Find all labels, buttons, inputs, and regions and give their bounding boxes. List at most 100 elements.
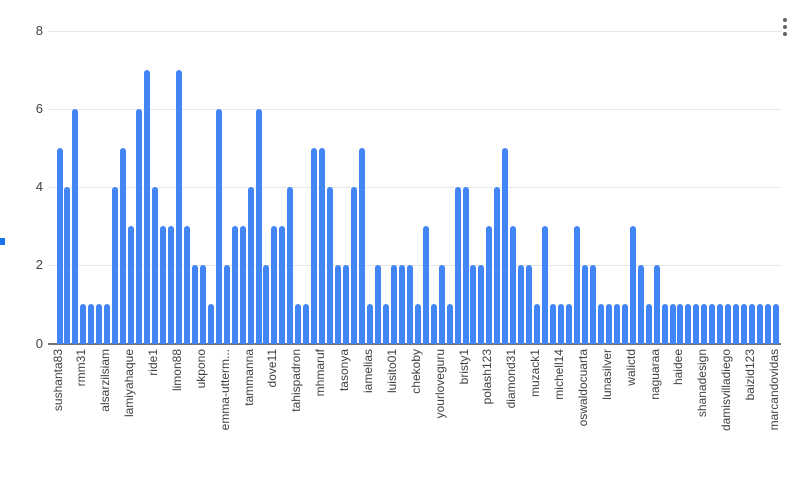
bar[interactable]: [351, 187, 358, 344]
bar[interactable]: [96, 304, 103, 344]
bar[interactable]: [669, 304, 676, 344]
bar[interactable]: [510, 226, 517, 344]
bar[interactable]: [486, 226, 493, 344]
bar[interactable]: [518, 265, 525, 344]
bar[interactable]: [120, 147, 127, 344]
bar[interactable]: [693, 304, 700, 344]
bar[interactable]: [406, 265, 413, 344]
bar[interactable]: [343, 265, 350, 344]
bar[interactable]: [438, 265, 445, 344]
bar[interactable]: [359, 147, 366, 344]
bar[interactable]: [478, 265, 485, 344]
bar[interactable]: [677, 304, 684, 344]
bar[interactable]: [725, 304, 732, 344]
bar[interactable]: [207, 304, 214, 344]
bar[interactable]: [279, 226, 286, 344]
bar[interactable]: [542, 226, 549, 344]
bar[interactable]: [80, 304, 87, 344]
bar[interactable]: [159, 226, 166, 344]
chart-options-button[interactable]: [769, 2, 787, 36]
bar[interactable]: [287, 187, 294, 344]
bar[interactable]: [414, 304, 421, 344]
bar[interactable]: [191, 265, 198, 344]
bar[interactable]: [494, 187, 501, 344]
bar[interactable]: [629, 226, 636, 344]
bar[interactable]: [621, 304, 628, 344]
bar[interactable]: [454, 187, 461, 344]
bar[interactable]: [581, 265, 588, 344]
bar[interactable]: [56, 147, 63, 344]
bar[interactable]: [295, 304, 302, 344]
bar[interactable]: [701, 304, 708, 344]
bar[interactable]: [327, 187, 334, 344]
bar[interactable]: [64, 187, 71, 344]
bar[interactable]: [573, 226, 580, 344]
x-tick-label: tasonya: [337, 349, 352, 392]
bar[interactable]: [733, 304, 740, 344]
bar[interactable]: [462, 187, 469, 344]
bar[interactable]: [167, 226, 174, 344]
bar[interactable]: [741, 304, 748, 344]
bar[interactable]: [422, 226, 429, 344]
bar[interactable]: [374, 265, 381, 344]
bar[interactable]: [72, 108, 79, 344]
gridline: [48, 187, 781, 188]
bar[interactable]: [231, 226, 238, 344]
bar[interactable]: [390, 265, 397, 344]
bar[interactable]: [366, 304, 373, 344]
bar[interactable]: [558, 304, 565, 344]
bar[interactable]: [613, 304, 620, 344]
bar[interactable]: [152, 187, 159, 344]
bar[interactable]: [717, 304, 724, 344]
bar[interactable]: [502, 147, 509, 344]
bar[interactable]: [765, 304, 772, 344]
bar[interactable]: [470, 265, 477, 344]
bar[interactable]: [534, 304, 541, 344]
bar[interactable]: [597, 304, 604, 344]
bar[interactable]: [773, 304, 779, 344]
x-tick-label: bristy1: [456, 349, 471, 385]
bar[interactable]: [685, 304, 692, 344]
x-tick-label: luisito01: [384, 349, 399, 394]
bar[interactable]: [199, 265, 206, 344]
bar[interactable]: [311, 147, 318, 344]
bar[interactable]: [550, 304, 557, 344]
x-tick-label: sushanta83: [50, 349, 65, 412]
bar[interactable]: [709, 304, 716, 344]
bar[interactable]: [104, 304, 111, 344]
x-tick-label: alsarzilsiam: [98, 349, 113, 412]
bar[interactable]: [239, 226, 246, 344]
bar[interactable]: [526, 265, 533, 344]
bar[interactable]: [247, 187, 254, 344]
bar[interactable]: [319, 147, 326, 344]
bar[interactable]: [112, 187, 119, 344]
bar[interactable]: [757, 304, 764, 344]
bar[interactable]: [645, 304, 652, 344]
bar[interactable]: [382, 304, 389, 344]
bar[interactable]: [223, 265, 230, 344]
bar[interactable]: [303, 304, 310, 344]
bar[interactable]: [446, 304, 453, 344]
bar[interactable]: [215, 108, 222, 344]
bar[interactable]: [605, 304, 612, 344]
bar[interactable]: [637, 265, 644, 344]
bar[interactable]: [128, 226, 135, 344]
bar[interactable]: [749, 304, 756, 344]
bar[interactable]: [144, 69, 151, 344]
bar[interactable]: [661, 304, 668, 344]
x-tick-label: polash123: [480, 349, 495, 405]
bar[interactable]: [255, 108, 262, 344]
left-edge-handle[interactable]: [0, 238, 5, 245]
bar[interactable]: [271, 226, 278, 344]
bar[interactable]: [136, 108, 143, 344]
bar[interactable]: [653, 265, 660, 344]
bar[interactable]: [430, 304, 437, 344]
bar[interactable]: [263, 265, 270, 344]
bar[interactable]: [398, 265, 405, 344]
bar[interactable]: [183, 226, 190, 344]
bar[interactable]: [175, 69, 182, 344]
bar[interactable]: [335, 265, 342, 344]
bar[interactable]: [88, 304, 95, 344]
bar[interactable]: [566, 304, 572, 344]
bar[interactable]: [589, 265, 596, 344]
